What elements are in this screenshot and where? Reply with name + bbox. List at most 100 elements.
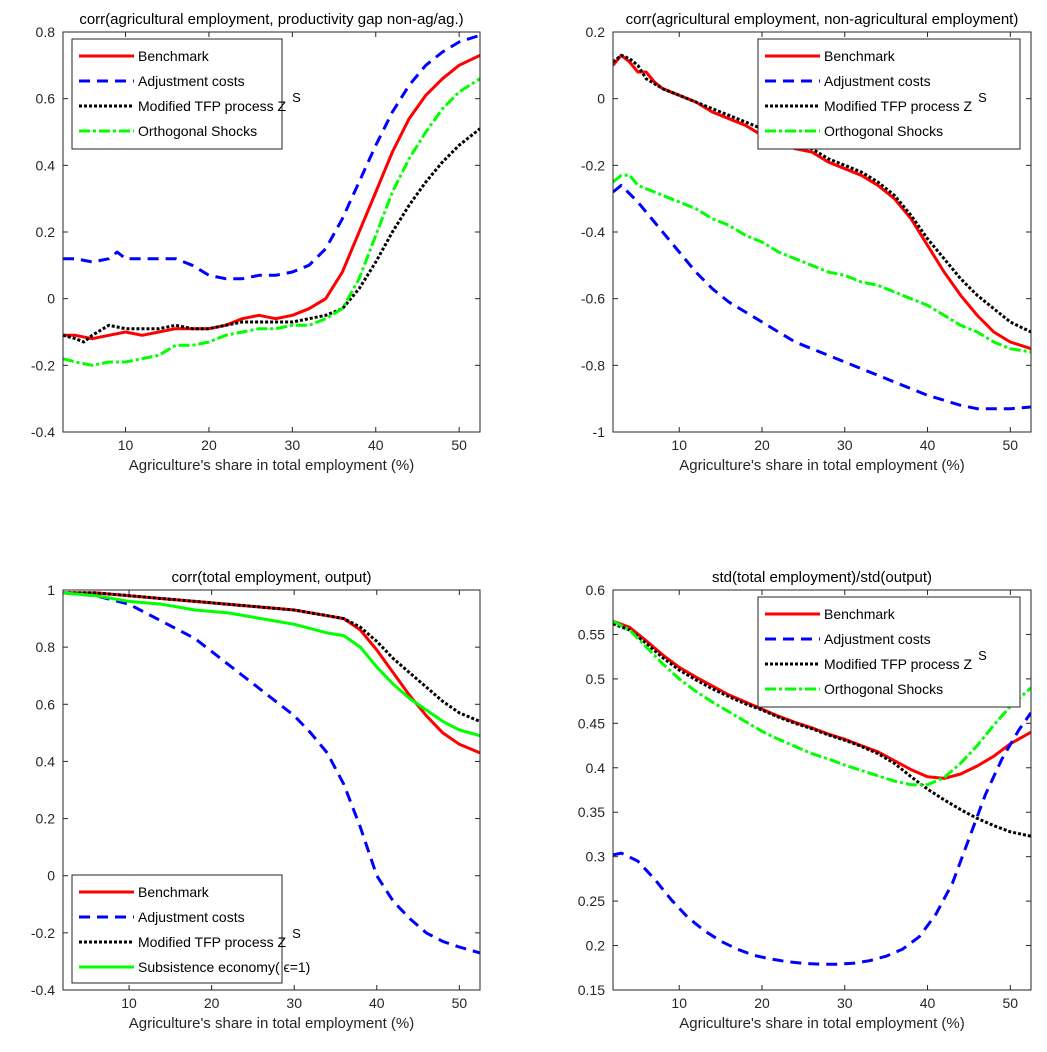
x-tick-label: 10 bbox=[671, 995, 687, 1011]
y-tick-label: 0.2 bbox=[586, 938, 606, 954]
chart-title: corr(total employment, output) bbox=[171, 569, 371, 586]
series-lines bbox=[613, 619, 1031, 966]
x-tick-label: 50 bbox=[452, 995, 468, 1011]
legend-entry-2: Adjustment costs bbox=[138, 909, 245, 925]
series-line-2 bbox=[63, 591, 480, 955]
series-line-4 bbox=[613, 173, 1031, 354]
chart-panel-4: 10 20 30 40 50 0.15 0.2 0.25 0.3 0.35 0.4 0.45 0.5 0.… bbox=[578, 569, 1032, 1032]
legend-entry-1: Benchmark bbox=[138, 48, 210, 64]
x-tick-label: 50 bbox=[1003, 437, 1019, 453]
legend-superscript: S bbox=[978, 648, 987, 663]
x-tick-label: 40 bbox=[920, 995, 936, 1011]
y-tick-label: 0.45 bbox=[578, 715, 605, 731]
legend-superscript: S bbox=[292, 926, 301, 941]
y-tick-label: -1 bbox=[593, 424, 606, 440]
y-tick-label: 0 bbox=[47, 868, 55, 884]
chart-title: corr(agricultural employment, productivi… bbox=[79, 11, 463, 28]
x-tick-label: 30 bbox=[837, 437, 853, 453]
y-tick-label: 0.4 bbox=[586, 760, 606, 776]
y-tick-label: 0.6 bbox=[36, 91, 56, 107]
x-tick-label: 10 bbox=[121, 995, 137, 1011]
legend-entry-1: Benchmark bbox=[824, 606, 896, 622]
y-tick-label: 0.6 bbox=[36, 696, 56, 712]
y-tick-label: 0.5 bbox=[586, 671, 606, 687]
x-tick-label: 10 bbox=[118, 437, 134, 453]
legend-entry-4: Orthogonal Shocks bbox=[138, 123, 257, 139]
x-tick-label: 10 bbox=[671, 437, 687, 453]
x-tick-label: 50 bbox=[451, 437, 467, 453]
y-tick-label: 0.3 bbox=[586, 849, 606, 865]
y-tick-label: 0.15 bbox=[578, 982, 605, 998]
x-tick-label: 20 bbox=[754, 437, 770, 453]
chart-panel-2: 10 20 30 40 50 -1 -0.8 -0.6 -0.4 -0.2 0 0.2 corr(agr… bbox=[581, 11, 1032, 474]
legend-entry-1: Benchmark bbox=[824, 48, 896, 64]
series-line-4 bbox=[63, 77, 480, 367]
series-line-3 bbox=[63, 127, 480, 344]
x-tick-label: 30 bbox=[837, 995, 853, 1011]
x-axis-label: Agriculture's share in total employment … bbox=[129, 457, 414, 474]
y-tick-label: 1 bbox=[47, 582, 55, 598]
x-axis-label: Agriculture's share in total employment … bbox=[129, 1015, 414, 1032]
x-tick-label: 20 bbox=[201, 437, 217, 453]
y-tick-label: 0 bbox=[597, 91, 605, 107]
x-tick-label: 20 bbox=[754, 995, 770, 1011]
legend-superscript: S bbox=[292, 90, 301, 105]
legend-entry-4: Orthogonal Shocks bbox=[824, 123, 943, 139]
y-tick-label: -0.4 bbox=[31, 982, 55, 998]
series-line-1 bbox=[63, 53, 480, 341]
y-tick-label: 0.35 bbox=[578, 804, 605, 820]
axes-box bbox=[62, 589, 481, 991]
legend-entry-1: Benchmark bbox=[138, 884, 210, 900]
y-tick-label: 0.2 bbox=[36, 224, 56, 240]
legend-superscript: S bbox=[978, 90, 987, 105]
y-tick-label: 0.25 bbox=[578, 893, 605, 909]
y-tick-label: -0.4 bbox=[581, 224, 605, 240]
y-tick-label: -0.2 bbox=[31, 357, 55, 373]
y-tick-label: 0.2 bbox=[586, 24, 606, 40]
chart-title: std(total employment)/std(output) bbox=[712, 569, 932, 586]
chart-title: corr(agricultural employment, non-agricu… bbox=[626, 11, 1019, 28]
x-tick-label: 30 bbox=[286, 995, 302, 1011]
y-tick-label: 0.6 bbox=[586, 582, 606, 598]
x-tick-label: 20 bbox=[204, 995, 220, 1011]
y-tick-label: -0.2 bbox=[581, 157, 605, 173]
legend-entry-4: Orthogonal Shocks bbox=[824, 681, 943, 697]
series-line-1 bbox=[63, 591, 480, 755]
series-line-2 bbox=[613, 183, 1031, 411]
y-tick-label: -0.8 bbox=[581, 357, 605, 373]
legend-entry-4: Subsistence economy( ϵ=1) bbox=[138, 959, 310, 975]
x-tick-label: 40 bbox=[369, 995, 385, 1011]
y-tick-label: -0.6 bbox=[581, 291, 605, 307]
y-tick-label: -0.2 bbox=[31, 925, 55, 941]
y-tick-label: 0.8 bbox=[36, 24, 56, 40]
y-tick-label: 0.55 bbox=[578, 626, 605, 642]
y-tick-label: 0.8 bbox=[36, 639, 56, 655]
series-line-3 bbox=[613, 622, 1031, 838]
series-line-4 bbox=[613, 619, 1031, 787]
x-tick-label: 40 bbox=[368, 437, 384, 453]
y-tick-label: 0.2 bbox=[36, 811, 56, 827]
x-tick-label: 40 bbox=[920, 437, 936, 453]
chart-panel-1: 10 20 30 40 50 -0.4 -0.2 0 0.2 0.4 0.6 0.8 corr(agri… bbox=[31, 11, 481, 474]
x-axis-label: Agriculture's share in total employment … bbox=[679, 1015, 964, 1032]
y-tick-label: 0 bbox=[47, 291, 55, 307]
y-tick-label: 0.4 bbox=[36, 753, 56, 769]
y-tick-label: 0.4 bbox=[36, 157, 56, 173]
x-tick-label: 50 bbox=[1003, 995, 1019, 1011]
series-lines bbox=[63, 591, 480, 955]
series-lines bbox=[63, 33, 480, 367]
chart-panel-3: 10 20 30 40 50 -0.4 -0.2 0 0.2 0.4 0.6 0.8 1 corr(tot… bbox=[31, 569, 481, 1032]
series-line-4 bbox=[63, 591, 480, 738]
x-axis-label: Agriculture's share in total employment … bbox=[679, 457, 964, 474]
axes-box bbox=[612, 589, 1032, 991]
x-tick-label: 30 bbox=[285, 437, 301, 453]
legend-entry-2: Adjustment costs bbox=[138, 73, 245, 89]
legend-entry-2: Adjustment costs bbox=[824, 73, 931, 89]
series-line-2 bbox=[63, 33, 480, 281]
y-tick-label: -0.4 bbox=[31, 424, 55, 440]
